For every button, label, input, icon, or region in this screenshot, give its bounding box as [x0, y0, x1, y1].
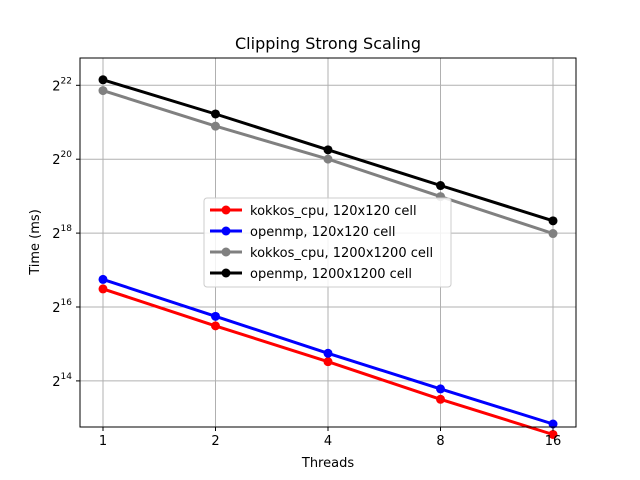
- data-point: [548, 229, 558, 239]
- data-point: [98, 284, 108, 294]
- data-point: [211, 311, 220, 321]
- x-tick-label: 8: [436, 434, 444, 449]
- data-point: [323, 348, 333, 358]
- chart-title: Clipping Strong Scaling: [235, 34, 421, 53]
- data-point: [211, 121, 220, 131]
- legend-item: openmp, 120x120 cell: [210, 225, 395, 240]
- series-4: [98, 75, 558, 226]
- legend-item: kokkos_cpu, 1200x1200 cell: [210, 246, 433, 261]
- legend-swatch-marker: [221, 226, 231, 236]
- x-tick-label: 1: [99, 434, 107, 449]
- data-point: [211, 321, 220, 331]
- series-3: [98, 86, 558, 239]
- data-point: [436, 181, 445, 191]
- x-axis-label: Threads: [301, 456, 354, 471]
- data-point: [98, 274, 108, 284]
- data-point: [211, 109, 220, 119]
- legend-label: kokkos_cpu, 1200x1200 cell: [250, 246, 433, 261]
- series-1: [98, 284, 558, 439]
- series-2: [98, 274, 558, 429]
- data-point: [548, 429, 558, 439]
- legend-label: openmp, 1200x1200 cell: [250, 267, 412, 282]
- legend-item: kokkos_cpu, 120x120 cell: [210, 204, 417, 219]
- data-point: [436, 394, 445, 404]
- legend-swatch-marker: [221, 247, 231, 257]
- x-tick-label: 4: [324, 434, 332, 449]
- data-point: [548, 419, 558, 429]
- data-point: [548, 216, 558, 226]
- legend-swatch-marker: [221, 205, 231, 215]
- legend-label: kokkos_cpu, 120x120 cell: [250, 204, 417, 219]
- data-point: [98, 75, 108, 85]
- x-tick-label: 16: [545, 434, 562, 449]
- x-axis: 1 2 4 8 16: [99, 427, 561, 449]
- data-point: [323, 145, 333, 155]
- data-point: [436, 384, 445, 394]
- legend-swatch-marker: [221, 268, 231, 278]
- x-tick-label: 2: [211, 434, 219, 449]
- legend-label: openmp, 120x120 cell: [250, 225, 395, 240]
- data-point: [98, 86, 108, 96]
- legend-item: openmp, 1200x1200 cell: [210, 267, 412, 282]
- data-point: [323, 154, 333, 164]
- data-point: [323, 357, 333, 367]
- legend-box: [203, 197, 452, 288]
- series-layer: [98, 75, 558, 439]
- y-axis-label: Time (ms): [28, 209, 43, 276]
- legend: kokkos_cpu, 120x120 cell openmp, 120x120 …: [203, 197, 452, 288]
